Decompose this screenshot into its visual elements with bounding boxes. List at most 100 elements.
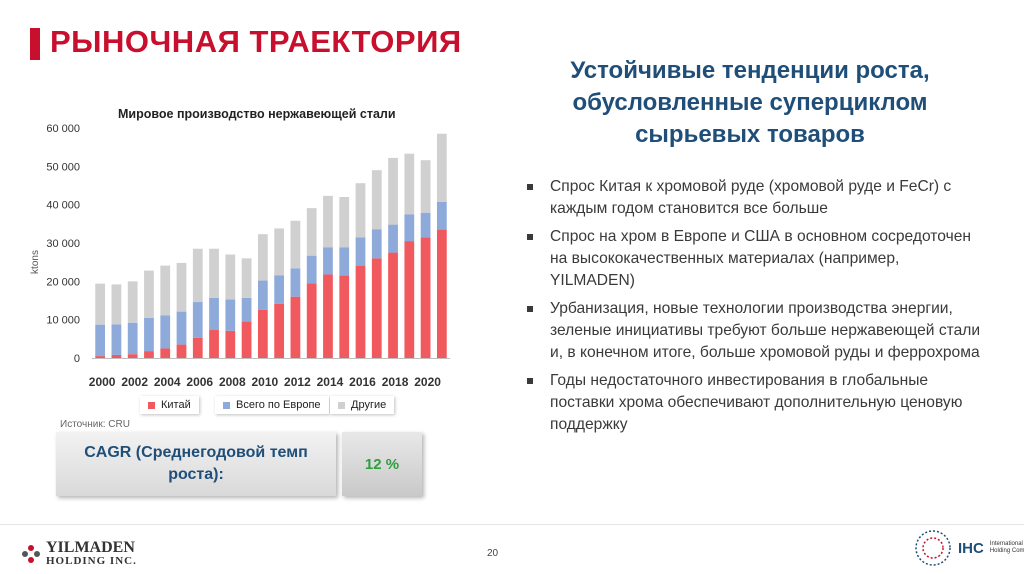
legend-item-other: Другие (330, 395, 395, 415)
bar-china-2021 (436, 229, 447, 358)
x-tick-label: 2010 (252, 375, 279, 389)
y-axis-label: ktons (30, 250, 41, 274)
y-tick-label: 50 000 (46, 161, 80, 173)
bar-other-2013 (306, 208, 317, 256)
bar-europe-2017 (371, 229, 382, 259)
bar-europe-2012 (290, 268, 301, 297)
title-accent-bar (30, 28, 40, 60)
y-tick-label: 0 (74, 353, 80, 365)
bullet-square-icon (527, 378, 533, 384)
ihc-globe-icon (915, 530, 951, 566)
bullet-text: Годы недостаточного инвестирования в гло… (550, 372, 963, 433)
ihc-name: IHC (958, 539, 984, 557)
legend-swatch-europe (223, 401, 230, 409)
cagr-value-box: 12 % (342, 432, 422, 496)
cagr-label-box: CAGR (Среднегодовой темп роста): (56, 432, 336, 496)
bar-china-2003 (144, 351, 154, 358)
bar-europe-2005 (176, 311, 187, 345)
bar-europe-2020 (420, 212, 431, 238)
bar-other-2021 (436, 133, 447, 202)
bar-europe-2006 (192, 302, 203, 338)
bar-other-2012 (290, 220, 301, 269)
bar-europe-2007 (209, 297, 219, 331)
bar-china-2011 (274, 303, 285, 358)
bar-china-2013 (306, 283, 317, 358)
bar-china-2007 (209, 330, 219, 358)
bar-europe-2000 (95, 324, 106, 357)
bar-europe-2002 (127, 322, 138, 355)
bar-other-2001 (111, 284, 122, 325)
bar-europe-2018 (388, 224, 398, 253)
bar-china-2006 (192, 337, 203, 358)
cagr-label: CAGR (Среднегодовой темп роста): (84, 444, 308, 483)
bar-china-2001 (111, 354, 122, 358)
bar-china-2008 (225, 330, 236, 358)
bullet-item: Годы недостаточного инвестирования в гло… (525, 370, 985, 436)
bar-other-2018 (388, 157, 398, 225)
ihc-logo: IHC International Holding Company (914, 528, 1024, 568)
bar-other-2007 (209, 248, 219, 298)
bar-europe-2004 (160, 315, 171, 349)
bar-other-2014 (323, 195, 333, 248)
x-tick-label: 2008 (219, 375, 246, 389)
x-tick-label: 2006 (186, 375, 213, 389)
bullet-text: Спрос Китая к хромовой руде (хромовой ру… (550, 178, 952, 217)
bar-other-2008 (225, 254, 236, 300)
legend-swatch-china (148, 401, 155, 409)
bar-other-2010 (257, 234, 268, 281)
footer-divider (0, 524, 1024, 525)
bar-china-2019 (404, 241, 415, 358)
bar-other-2002 (127, 281, 138, 323)
bar-china-2016 (355, 265, 366, 358)
y-tick-label: 10 000 (46, 315, 80, 327)
page-title: РЫНОЧНАЯ ТРАЕКТОРИЯ (50, 24, 462, 59)
x-tick-label: 2016 (349, 375, 376, 389)
stainless-steel-chart: 0 10 000 20 000 30 000 40 000 50 000 60 000 kto… (30, 123, 450, 389)
legend-item-china: Китай (140, 395, 199, 415)
yilmaden-mark-icon (22, 544, 40, 563)
y-tick-label: 20 000 (46, 276, 80, 288)
bar-china-2017 (371, 258, 382, 358)
bar-other-2009 (241, 258, 252, 298)
bar-other-2015 (339, 197, 350, 248)
bullet-item: Спрос на хром в Европе и США в основном … (525, 226, 985, 292)
bar-europe-2019 (404, 214, 415, 242)
bar-china-2014 (323, 274, 333, 358)
legend-label: Другие (351, 399, 387, 411)
bar-europe-2021 (436, 201, 447, 230)
bar-china-2002 (127, 354, 138, 358)
section-heading: Устойчивые тенденции роста, обусловленны… (570, 57, 930, 148)
bullet-item: Спрос Китая к хромовой руде (хромовой ру… (525, 176, 985, 220)
bar-china-2009 (241, 321, 252, 358)
bar-other-2020 (420, 160, 431, 213)
bar-other-2017 (371, 170, 382, 230)
bar-europe-2013 (306, 255, 317, 284)
bullet-square-icon (527, 234, 533, 240)
bar-china-2005 (176, 344, 187, 358)
page-number: 20 (487, 548, 499, 559)
bar-other-2005 (176, 262, 187, 312)
legend-swatch-other (338, 401, 345, 409)
chart-title: Мировое производство нержавеющей стали (118, 107, 396, 121)
bar-china-2000 (95, 356, 106, 358)
bar-china-2015 (339, 275, 350, 358)
bar-other-2003 (144, 270, 154, 318)
bullet-text: Спрос на хром в Европе и США в основном … (550, 228, 971, 289)
bar-other-2000 (95, 283, 106, 325)
bar-other-2011 (274, 228, 285, 276)
cagr-value: 12 % (364, 455, 400, 473)
bullet-square-icon (527, 184, 533, 190)
x-tick-label: 2020 (414, 375, 441, 389)
bar-europe-2010 (257, 280, 268, 310)
logo-subtitle: HOLDING INC. (46, 555, 137, 567)
bar-other-2019 (404, 153, 415, 215)
legend-label: Китай (161, 399, 191, 411)
x-tick-label: 2018 (382, 375, 409, 389)
legend-label: Всего по Европе (236, 399, 321, 411)
bar-europe-2015 (339, 247, 350, 276)
bar-europe-2016 (355, 237, 366, 266)
x-tick-label: 2000 (89, 375, 116, 389)
logo-name: YILMADEN (46, 539, 135, 556)
bar-china-2004 (160, 348, 171, 358)
bullet-list: Спрос Китая к хромовой руде (хромовой ру… (525, 176, 985, 442)
